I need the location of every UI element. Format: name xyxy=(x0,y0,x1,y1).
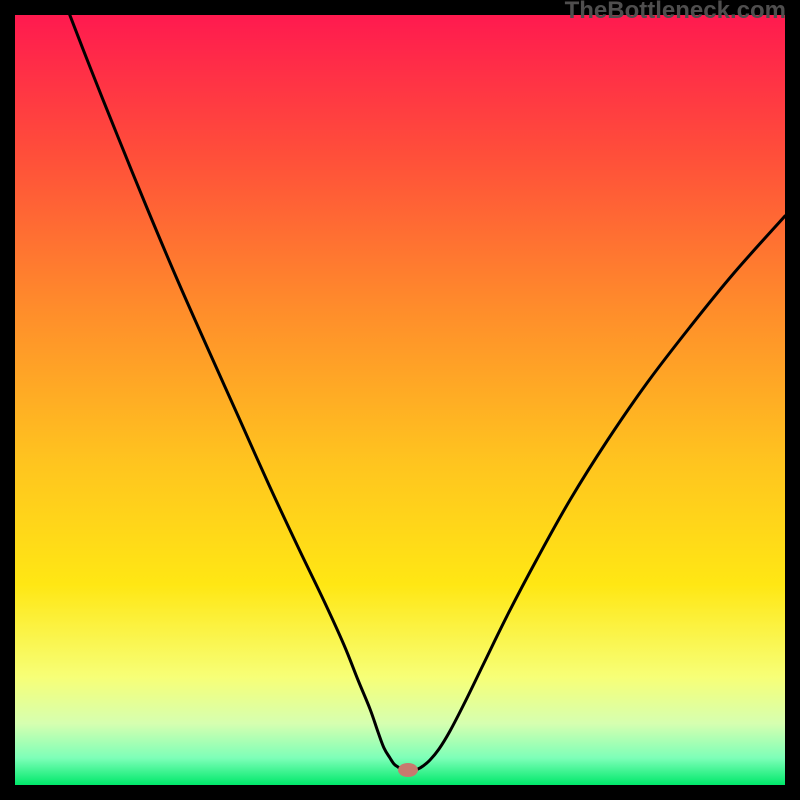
chart-root: { "canvas": { "width": 800, "height": 80… xyxy=(0,0,800,800)
plot-area xyxy=(15,15,785,785)
watermark-text: TheBottleneck.com xyxy=(565,0,786,25)
curve-path xyxy=(64,15,785,770)
bottleneck-curve xyxy=(15,15,785,785)
optimal-point-marker xyxy=(398,763,418,777)
